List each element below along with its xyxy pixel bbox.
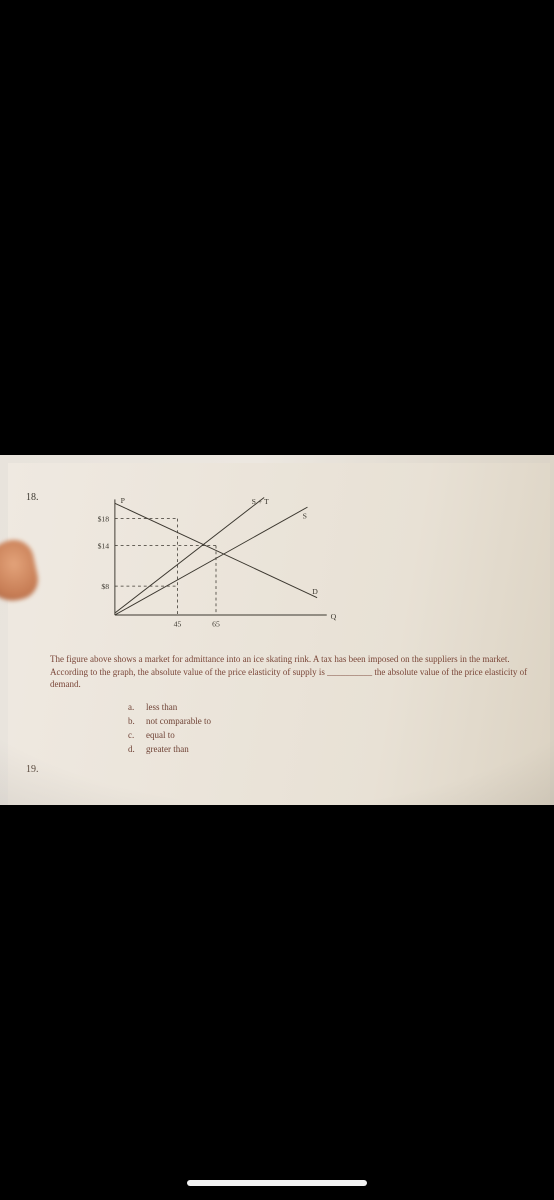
svg-text:S: S: [303, 512, 307, 521]
next-question-number: 19.: [26, 763, 39, 777]
svg-text:$18: $18: [98, 515, 110, 524]
option-a: a.less than: [128, 701, 211, 713]
option-letter: c.: [128, 729, 146, 741]
svg-text:$14: $14: [98, 542, 110, 551]
svg-text:45: 45: [174, 620, 182, 629]
option-text: not comparable to: [146, 716, 211, 726]
svg-text:S + T: S + T: [252, 497, 269, 506]
photo-viewport: 18. $18 $14 $8 45 65 P Q S + T S D The figure abo…: [0, 455, 554, 805]
answer-options: a.less than b.not comparable to c.equal …: [128, 701, 211, 758]
question-text: The figure above shows a market for admi…: [50, 653, 542, 691]
svg-text:P: P: [121, 496, 125, 505]
supply-demand-chart: $18 $14 $8 45 65 P Q S + T S D: [86, 487, 346, 637]
question-blank: __________: [327, 667, 372, 677]
option-letter: a.: [128, 701, 146, 713]
option-b: b.not comparable to: [128, 715, 211, 727]
question-number: 18.: [26, 491, 39, 505]
option-d: d.greater than: [128, 743, 211, 755]
option-text: equal to: [146, 730, 175, 740]
home-indicator[interactable]: [187, 1180, 367, 1186]
svg-text:D: D: [312, 587, 318, 596]
thumb-blur: [0, 536, 42, 606]
svg-text:65: 65: [212, 620, 220, 629]
chart-svg: $18 $14 $8 45 65 P Q S + T S D: [86, 487, 346, 637]
option-letter: b.: [128, 715, 146, 727]
option-text: greater than: [146, 744, 189, 754]
option-c: c.equal to: [128, 729, 211, 741]
exam-paper: 18. $18 $14 $8 45 65 P Q S + T S D The figure abo…: [8, 463, 550, 805]
svg-text:$8: $8: [101, 582, 109, 591]
option-text: less than: [146, 702, 177, 712]
svg-text:Q: Q: [331, 612, 337, 621]
option-letter: d.: [128, 743, 146, 755]
phone-frame: 18. $18 $14 $8 45 65 P Q S + T S D The figure abo…: [0, 0, 554, 1200]
